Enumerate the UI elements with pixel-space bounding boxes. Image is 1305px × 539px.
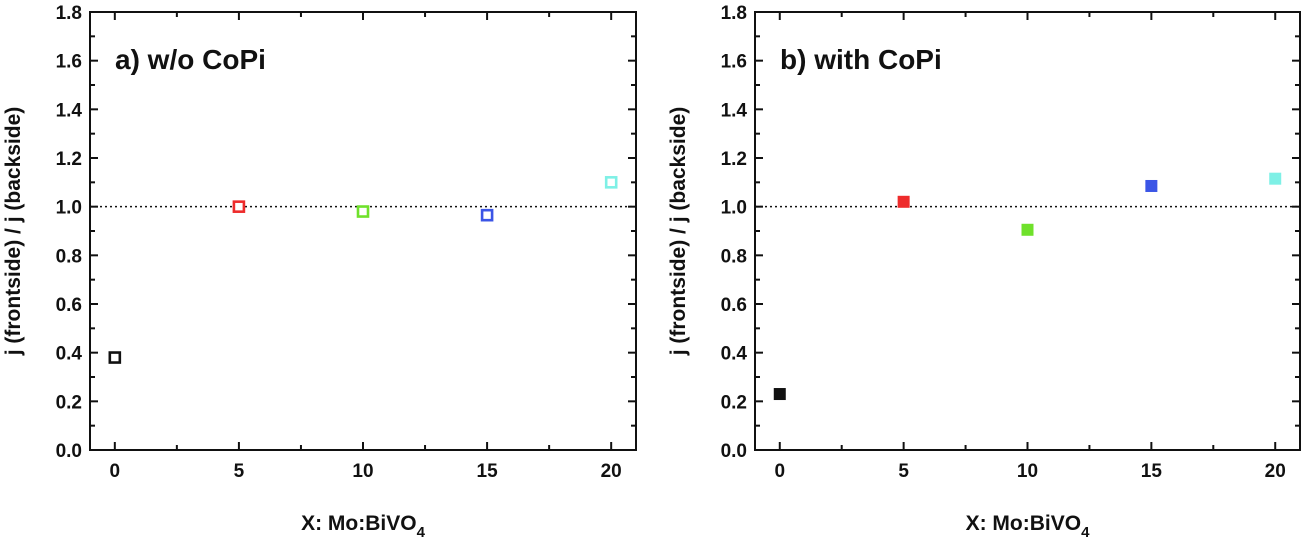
y-tick-label: 0.6 [721, 295, 747, 316]
y-tick-label: 1.2 [721, 149, 747, 170]
x-tick-label: 5 [898, 461, 909, 482]
data-point [1145, 179, 1158, 192]
data-point [604, 176, 618, 189]
x-tick-label: 5 [234, 461, 245, 482]
y-tick-label: 1.0 [721, 198, 747, 219]
y-tick-label: 0.0 [56, 441, 82, 462]
y-tick-label: 0.0 [721, 441, 747, 462]
y-axis-label: j (frontside) / j (backside) [667, 107, 690, 357]
y-tick-label: 1.0 [56, 198, 82, 219]
x-tick-label: 10 [352, 461, 373, 482]
x-axis-label-text: X: Mo:BiVO [966, 512, 1082, 535]
x-tick-label: 20 [601, 461, 622, 482]
panel-b: 0.0 0.2 0.4 0.6 0.8 1.0 1.2 1.4 1.6 1.8 0 5 10 15 20 b)… [667, 3, 1301, 539]
x-axis-label: X: Mo:BiVO4 [966, 512, 1091, 539]
panel-title: a) w/o CoPi [115, 44, 266, 75]
y-tick-label: 1.6 [721, 52, 747, 73]
x-tick-label: 10 [1017, 461, 1038, 482]
x-axis-label: X: Mo:BiVO4 [301, 512, 426, 539]
x-axis-label-subscript: 4 [1081, 524, 1090, 539]
x-tick-label: 0 [774, 461, 785, 482]
data-point [108, 351, 122, 364]
y-tick-label: 0.2 [721, 392, 747, 413]
y-tick-label: 1.8 [56, 3, 82, 24]
y-tick-label: 1.6 [56, 52, 82, 73]
x-tick-label: 15 [477, 461, 499, 482]
data-point [1021, 223, 1034, 236]
y-tick-label: 1.8 [721, 3, 747, 24]
data-point [897, 195, 910, 208]
x-tick-label: 15 [1141, 461, 1163, 482]
y-tick-label: 1.2 [56, 149, 82, 170]
plot-frame [89, 11, 637, 451]
x-tick-label: 20 [1265, 461, 1286, 482]
data-point [232, 200, 246, 213]
y-tick-label: 0.6 [56, 295, 82, 316]
data-point [356, 205, 370, 218]
data-point [773, 388, 786, 401]
data-point [480, 208, 494, 222]
panel-a: 0.0 0.2 0.4 0.6 0.8 1.0 1.2 1.4 1.6 1.8 0 5 10 15 20 a)… [2, 3, 637, 539]
y-tick-label: 1.4 [721, 100, 748, 121]
x-tick-label: 0 [110, 461, 121, 482]
y-axis-label: j (frontside) / j (backside) [2, 107, 25, 357]
y-tick-label: 0.4 [721, 344, 748, 365]
data-point [1269, 172, 1282, 185]
y-tick-label: 0.2 [56, 392, 82, 413]
x-axis-label-text: X: Mo:BiVO [301, 512, 417, 535]
y-tick-label: 0.4 [56, 344, 83, 365]
y-tick-label: 0.8 [721, 246, 747, 267]
y-tick-label: 1.4 [56, 100, 83, 121]
panel-title: b) with CoPi [780, 44, 942, 75]
y-tick-label: 0.8 [56, 246, 82, 267]
x-axis-label-subscript: 4 [417, 524, 426, 539]
